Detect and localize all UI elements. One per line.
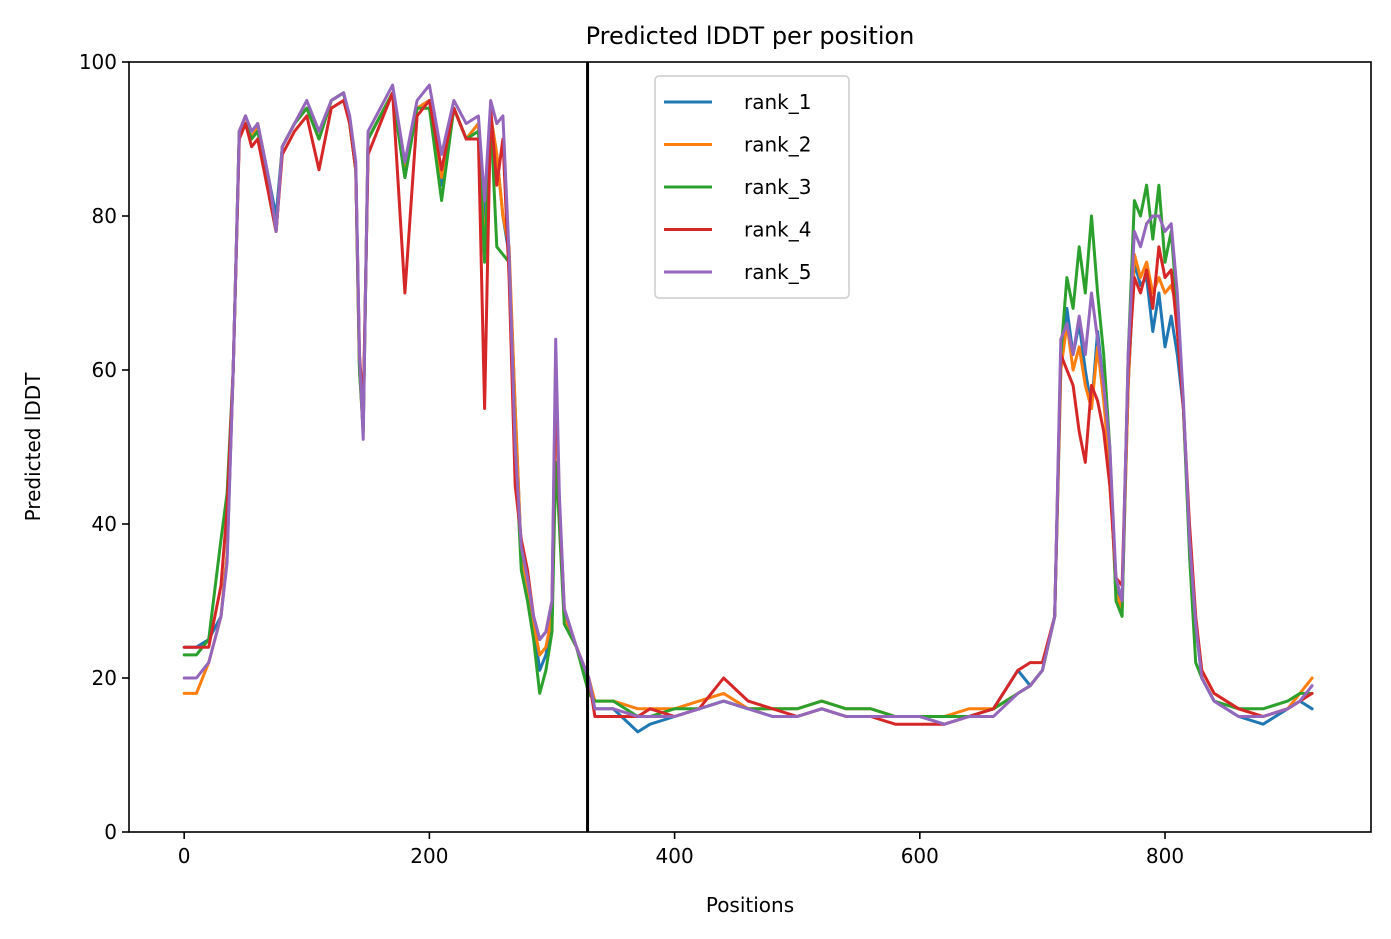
plot-area [128, 61, 1372, 833]
legend-label-rank_5: rank_5 [744, 260, 811, 284]
y-tick-label: 60 [92, 358, 117, 382]
series-line-rank_5 [182, 83, 1314, 726]
y-tick-label: 100 [79, 50, 117, 74]
legend-label-rank_1: rank_1 [744, 90, 811, 114]
legend-label-rank_3: rank_3 [744, 175, 811, 199]
chart-title: Predicted lDDT per position [586, 22, 915, 50]
legend: rank_1 rank_2 rank_3 rank_4 rank_5 [654, 75, 850, 299]
y-axis-label: Predicted lDDT [21, 372, 45, 522]
x-tick-label: 600 [901, 844, 939, 868]
plot-frame [128, 61, 1372, 833]
x-tick-label: 200 [410, 844, 448, 868]
legend-box [654, 75, 850, 299]
x-tick-label: 400 [656, 844, 694, 868]
y-tick-label: 80 [92, 204, 117, 228]
x-axis: 0 200 400 600 800 [178, 832, 1184, 868]
series-line-rank_4 [182, 91, 1314, 726]
y-tick-label: 0 [104, 820, 117, 844]
legend-label-rank_2: rank_2 [744, 133, 811, 157]
x-tick-label: 800 [1146, 844, 1184, 868]
y-tick-label: 20 [92, 666, 117, 690]
x-axis-label: Positions [706, 893, 794, 917]
y-tick-label: 40 [92, 512, 117, 536]
x-tick-label: 0 [178, 844, 191, 868]
y-axis: 0 20 40 60 80 100 [79, 50, 129, 844]
legend-label-rank_4: rank_4 [744, 218, 811, 242]
